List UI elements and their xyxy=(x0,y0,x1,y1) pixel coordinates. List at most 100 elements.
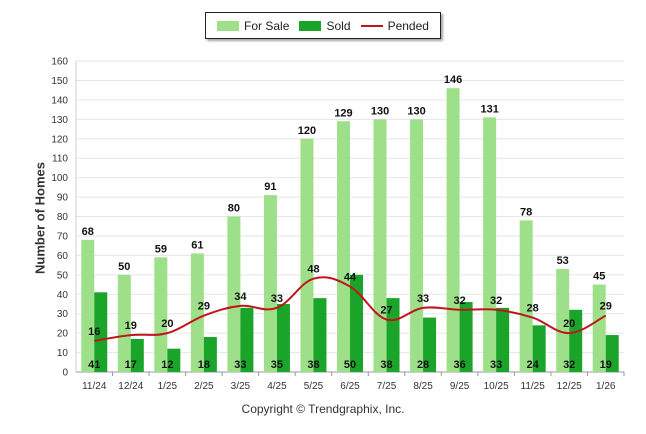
y-tick-label: 120 xyxy=(51,134,68,145)
y-tick-label: 60 xyxy=(57,251,69,262)
y-tick-label: 130 xyxy=(51,115,68,126)
y-tick-label: 150 xyxy=(51,76,68,87)
bar-for-sale xyxy=(300,138,314,372)
bar-sold xyxy=(569,309,583,372)
x-tick-label: 1/26 xyxy=(596,381,616,392)
x-tick-label: 10/25 xyxy=(484,381,509,392)
data-label-for-sale: 130 xyxy=(407,105,425,117)
for-sale-swatch xyxy=(217,20,240,31)
x-tick-label: 11/24 xyxy=(82,381,107,392)
data-label-for-sale: 80 xyxy=(228,203,240,215)
data-label-sold: 24 xyxy=(527,359,540,371)
bar-sold xyxy=(459,302,473,372)
x-tick-label: 4/25 xyxy=(267,381,287,392)
bar-sold xyxy=(276,303,290,372)
x-tick-label: 8/25 xyxy=(413,381,433,392)
bar-sold xyxy=(130,338,144,372)
y-tick-label: 80 xyxy=(57,212,69,223)
data-label-for-sale: 53 xyxy=(557,255,569,267)
bar-sold xyxy=(350,274,363,372)
bar-for-sale xyxy=(117,274,131,372)
y-tick-label: 110 xyxy=(52,154,68,165)
bar-sold xyxy=(386,298,400,372)
bar-for-sale xyxy=(373,119,387,372)
data-label-for-sale: 91 xyxy=(264,181,276,193)
data-label-sold: 36 xyxy=(453,359,465,371)
data-label-sold: 32 xyxy=(563,359,575,371)
legend-item-sold[interactable]: Sold xyxy=(299,19,351,33)
legend-label-pended: Pended xyxy=(387,18,429,33)
chart-legend: For Sale Sold Pended xyxy=(205,12,441,39)
y-tick-label: 50 xyxy=(57,270,69,281)
data-label-for-sale: 146 xyxy=(444,74,462,86)
copyright-text: Copyright © Trendgraphix, Inc. xyxy=(241,402,405,416)
bar-sold xyxy=(94,292,108,372)
data-label-sold: 35 xyxy=(271,359,283,371)
x-tick-label: 6/25 xyxy=(340,381,360,392)
y-tick-label: 30 xyxy=(57,309,69,320)
data-label-pended: 32 xyxy=(490,295,502,307)
data-label-for-sale: 50 xyxy=(118,261,130,273)
data-label-sold: 33 xyxy=(490,359,502,371)
data-label-for-sale: 130 xyxy=(371,105,389,117)
y-tick-label: 100 xyxy=(51,173,68,184)
data-label-for-sale: 78 xyxy=(520,206,532,218)
data-label-sold: 33 xyxy=(234,359,246,371)
data-label-pended: 29 xyxy=(198,301,210,313)
data-label-pended: 27 xyxy=(380,305,392,317)
y-tick-label: 20 xyxy=(57,329,69,340)
bar-sold xyxy=(496,307,510,372)
x-tick-label: 7/25 xyxy=(377,381,397,392)
bar-for-sale xyxy=(410,119,424,372)
pended-swatch xyxy=(360,24,383,27)
y-tick-label: 160 xyxy=(51,57,68,68)
x-tick-label: 5/25 xyxy=(304,381,324,392)
bar-sold xyxy=(423,317,437,372)
bar-for-sale xyxy=(519,220,533,372)
data-label-sold: 17 xyxy=(125,359,137,371)
sold-swatch xyxy=(299,20,322,31)
bar-sold xyxy=(605,335,619,372)
y-tick-label: 90 xyxy=(57,193,69,204)
bar-sold xyxy=(203,337,217,372)
data-label-pended: 48 xyxy=(307,264,319,276)
bar-for-sale xyxy=(446,88,460,373)
data-label-pended: 32 xyxy=(453,295,465,307)
y-tick-label: 140 xyxy=(51,95,68,106)
bar-for-sale xyxy=(263,195,277,372)
legend-item-pended[interactable]: Pended xyxy=(360,18,429,33)
data-label-pended: 20 xyxy=(161,318,173,330)
bar-sold xyxy=(167,348,181,372)
x-tick-label: 2/25 xyxy=(194,381,214,392)
y-tick-label: 70 xyxy=(57,231,69,242)
x-tick-label: 11/25 xyxy=(521,381,546,392)
bar-for-sale xyxy=(81,239,95,372)
x-tick-label: 3/25 xyxy=(231,381,251,392)
data-label-sold: 12 xyxy=(161,359,173,371)
data-label-sold: 18 xyxy=(198,359,210,371)
bar-for-sale xyxy=(227,216,241,372)
x-tick-label: 9/25 xyxy=(450,381,470,392)
data-label-for-sale: 120 xyxy=(298,125,316,137)
data-label-for-sale: 45 xyxy=(593,271,605,283)
y-tick-label: 10 xyxy=(57,348,69,359)
x-tick-label: 12/25 xyxy=(557,381,582,392)
data-label-sold: 50 xyxy=(344,359,356,371)
data-label-pended: 28 xyxy=(527,303,539,315)
data-label-sold: 41 xyxy=(88,359,100,371)
data-label-pended: 20 xyxy=(563,318,575,330)
y-tick-label: 0 xyxy=(62,368,68,379)
data-label-pended: 33 xyxy=(271,293,283,305)
legend-item-for-sale[interactable]: For Sale xyxy=(217,19,289,33)
data-label-pended: 33 xyxy=(417,293,429,305)
data-label-pended: 19 xyxy=(125,320,137,332)
x-tick-label: 12/24 xyxy=(118,381,143,392)
y-axis-label: Number of Homes xyxy=(32,162,48,274)
data-label-sold: 19 xyxy=(600,359,612,371)
data-label-sold: 38 xyxy=(307,359,319,371)
bar-for-sale xyxy=(592,284,606,372)
data-label-pended: 29 xyxy=(600,301,612,313)
data-label-for-sale: 129 xyxy=(334,107,352,119)
data-label-pended: 16 xyxy=(88,326,100,338)
